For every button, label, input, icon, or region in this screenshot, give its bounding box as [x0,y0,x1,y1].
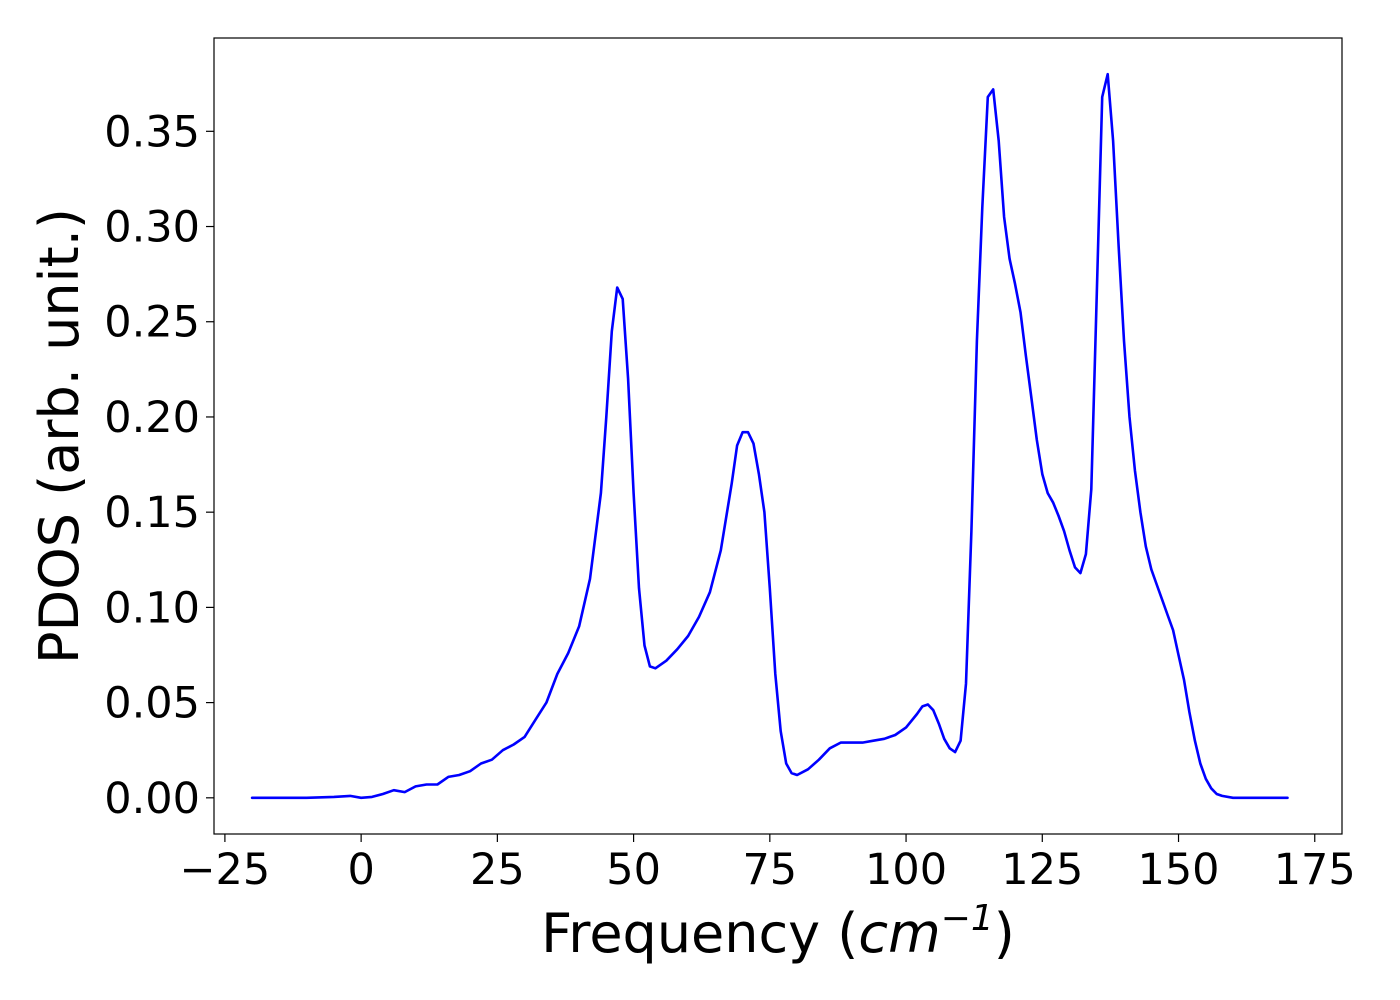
x-axis-label: Frequency (cm−1) [541,898,1015,965]
x-tick-label: 0 [347,845,374,895]
x-tick-label: −25 [180,845,271,895]
y-tick-label: 0.20 [104,393,200,443]
x-axis-unit-exponent: −1 [941,898,994,939]
x-axis-unit-base: cm [858,902,940,965]
pdos-series-line [250,72,1289,800]
y-axis-label: PDOS (arb. unit.) [28,208,91,664]
y-tick-label: 0.00 [104,774,200,824]
y-tick-label: 0.15 [104,488,200,538]
series-layer [250,72,1289,800]
y-axis-ticks: 0.00 0.05 0.10 0.15 0.20 0.25 0.30 0.35 [104,107,214,824]
x-tick-label: 150 [1137,845,1219,895]
x-axis-ticks: −25 0 25 50 75 100 125 150 175 [180,834,1356,895]
y-tick-label: 0.35 [104,107,200,157]
y-tick-label: 0.25 [104,298,200,348]
x-tick-label: 25 [470,845,525,895]
x-tick-label: 100 [865,845,947,895]
y-tick-label: 0.10 [104,583,200,633]
x-tick-label: 75 [742,845,797,895]
y-tick-label: 0.30 [104,203,200,253]
plot-frame [213,37,1343,835]
x-tick-label: 125 [1001,845,1083,895]
x-tick-label: 50 [606,845,661,895]
y-tick-label: 0.05 [104,679,200,729]
x-tick-label: 175 [1274,845,1356,895]
